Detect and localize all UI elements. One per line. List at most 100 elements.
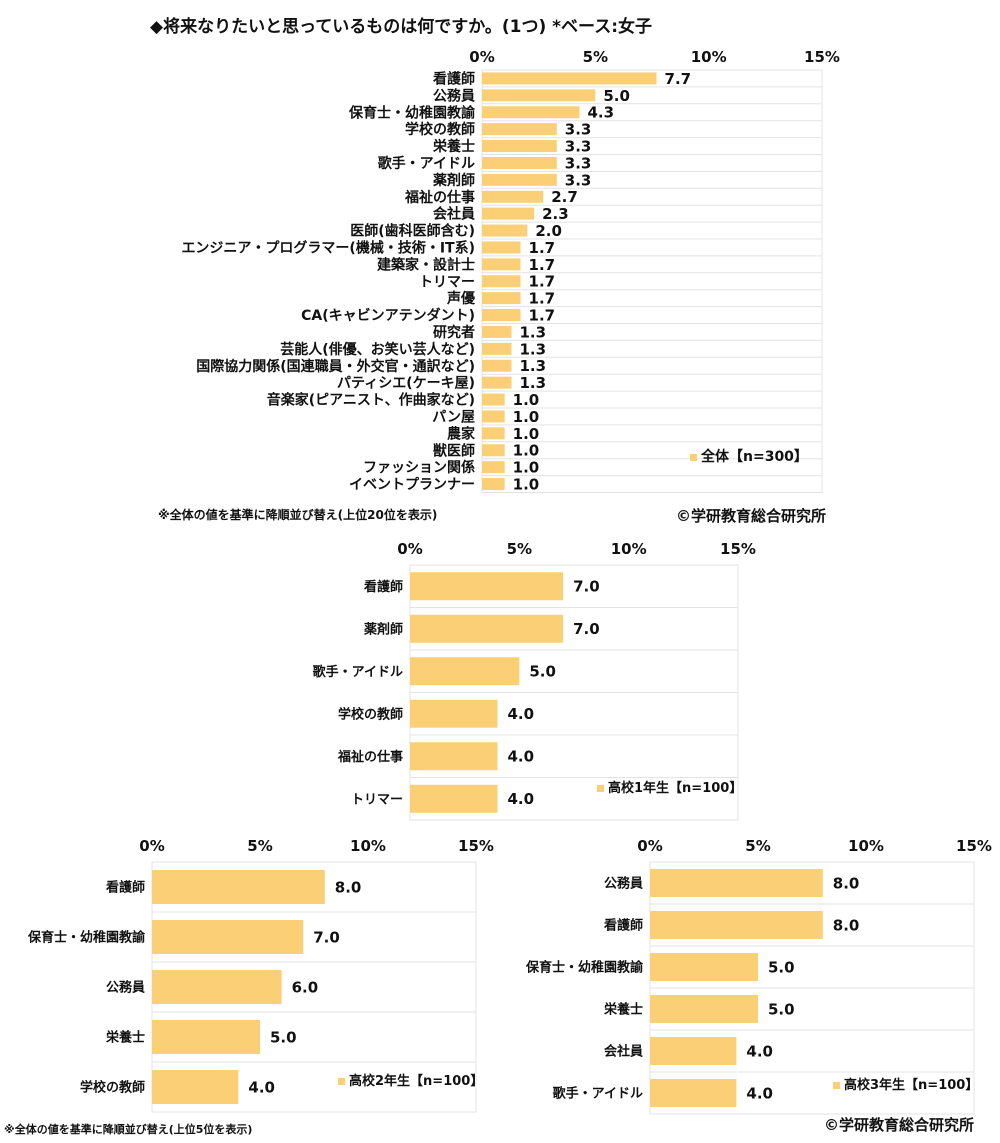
bar (650, 995, 758, 1023)
value-label: 1.7 (529, 273, 556, 291)
category-label: 栄養士 (105, 1030, 145, 1046)
x-tick-label: 15% (804, 48, 840, 66)
legend-swatch (833, 1082, 840, 1089)
category-label: 歌手・アイドル (378, 155, 475, 172)
category-label: 公務員 (433, 87, 475, 104)
category-label: 研究者 (433, 324, 475, 341)
bar (650, 1079, 737, 1107)
value-label: 3.3 (565, 137, 592, 155)
bar (482, 478, 505, 491)
category-label: 看護師 (432, 70, 475, 87)
category-label: 芸能人(俳優、お笑い芸人など) (280, 341, 475, 358)
chart-grade-1: 0% 5% 10% 15% 看護師 7.0 薬剤師 7.0 歌手・アイドル 5.0 学校の教師 4.0… (313, 540, 756, 821)
category-label: 獣医師 (433, 442, 475, 459)
value-label: 4.0 (746, 1084, 773, 1102)
category-label: イベントプランナー (349, 477, 475, 493)
bar (650, 1037, 737, 1065)
category-label: 学校の教師 (338, 706, 403, 722)
value-label: 1.3 (519, 357, 546, 375)
bar (152, 920, 304, 954)
legend-label: 高校2年生【n=100】 (349, 1073, 483, 1089)
bar (482, 275, 521, 288)
category-label: 国際協力関係(国連職員・外交官・通訳など) (196, 358, 475, 375)
legend-label: 高校3年生【n=100】 (844, 1077, 978, 1093)
category-label: 公務員 (604, 876, 643, 892)
bar (482, 427, 505, 440)
value-label: 5.0 (529, 663, 556, 681)
category-label: 音楽家(ピアニスト、作曲家など) (267, 392, 475, 409)
category-label: 声優 (446, 290, 476, 307)
value-label: 3.3 (565, 154, 592, 172)
x-tick-label: 0% (469, 48, 494, 66)
copyright-bottom: ©学研教育総合研究所 (824, 1116, 975, 1134)
value-label: 4.0 (507, 705, 534, 723)
bar (482, 444, 505, 457)
category-label: ファッション関係 (363, 459, 475, 476)
bar (410, 572, 564, 601)
bar (410, 699, 498, 728)
value-label: 1.7 (529, 306, 556, 324)
value-label: 5.0 (768, 958, 795, 976)
bar (482, 224, 528, 237)
legend-swatch (690, 454, 697, 461)
bar (482, 106, 580, 119)
category-label: エンジニア・プログラマー(機械・技術・IT系) (181, 239, 475, 256)
bar (482, 410, 505, 423)
chart-overall: 0% 5% 10% 15% 看護師 7.7 公務員 5.0 保育士・幼稚園教諭 4.3 学校の教師 3… (181, 48, 840, 493)
bar (152, 1070, 239, 1104)
legend-label: 高校1年生【n=100】 (608, 780, 742, 796)
x-tick-label: 5% (583, 48, 608, 66)
category-label: 会社員 (433, 206, 475, 223)
category-label: 保育士・幼稚園教諭 (27, 930, 146, 946)
value-label: 4.0 (248, 1078, 275, 1096)
category-label: 医師(歯科医師含む) (350, 223, 475, 240)
value-label: 7.0 (313, 928, 340, 946)
x-tick-label: 5% (247, 837, 272, 855)
bar (482, 292, 521, 305)
chart-grade-3: 0% 5% 10% 15% 公務員 8.0 看護師 8.0 保育士・幼稚園教諭 5.0 栄養士 5.0… (525, 837, 992, 1115)
value-label: 6.0 (292, 978, 319, 996)
value-label: 5.0 (603, 87, 630, 105)
x-tick-label: 0% (139, 837, 164, 855)
category-label: 福祉の仕事 (404, 189, 475, 206)
bar (482, 173, 557, 186)
legend-swatch (338, 1078, 345, 1085)
category-label: 看護師 (364, 579, 403, 595)
category-label: 栄養士 (432, 138, 475, 155)
category-label: 福祉の仕事 (337, 749, 403, 765)
value-label: 3.3 (565, 171, 592, 189)
x-tick-label: 15% (458, 837, 494, 855)
note-bottom: ※全体の値を基準に降順並び替え(上位5位を表示) (4, 1123, 253, 1136)
category-label: 農家 (447, 425, 476, 442)
category-label: トリマー (419, 274, 475, 290)
bar (482, 359, 512, 372)
value-label: 7.0 (573, 578, 600, 596)
x-tick-label: 15% (956, 837, 992, 855)
x-tick-label: 10% (611, 540, 647, 558)
value-label: 4.0 (507, 748, 534, 766)
value-label: 2.7 (551, 188, 578, 206)
bar (482, 190, 544, 203)
bar (482, 207, 535, 220)
bar (482, 72, 657, 85)
category-label: 学校の教師 (405, 121, 475, 138)
value-label: 1.0 (513, 475, 540, 493)
bar (410, 742, 498, 771)
value-label: 3.3 (565, 121, 592, 139)
category-label: 保育士・幼稚園教諭 (525, 960, 644, 976)
bar (482, 241, 521, 254)
bar (152, 870, 325, 904)
category-label: 会社員 (604, 1044, 643, 1060)
value-label: 2.0 (535, 222, 562, 240)
x-tick-label: 10% (848, 837, 884, 855)
bar (482, 342, 512, 355)
bar (482, 325, 512, 338)
category-label: 薬剤師 (433, 172, 475, 189)
category-label: 建築家・設計士 (377, 256, 475, 273)
bar (650, 911, 823, 939)
category-label: 薬剤師 (363, 621, 403, 637)
category-label: 公務員 (106, 980, 145, 996)
bar (152, 1020, 260, 1054)
value-label: 4.0 (746, 1042, 773, 1060)
bar (482, 123, 557, 136)
